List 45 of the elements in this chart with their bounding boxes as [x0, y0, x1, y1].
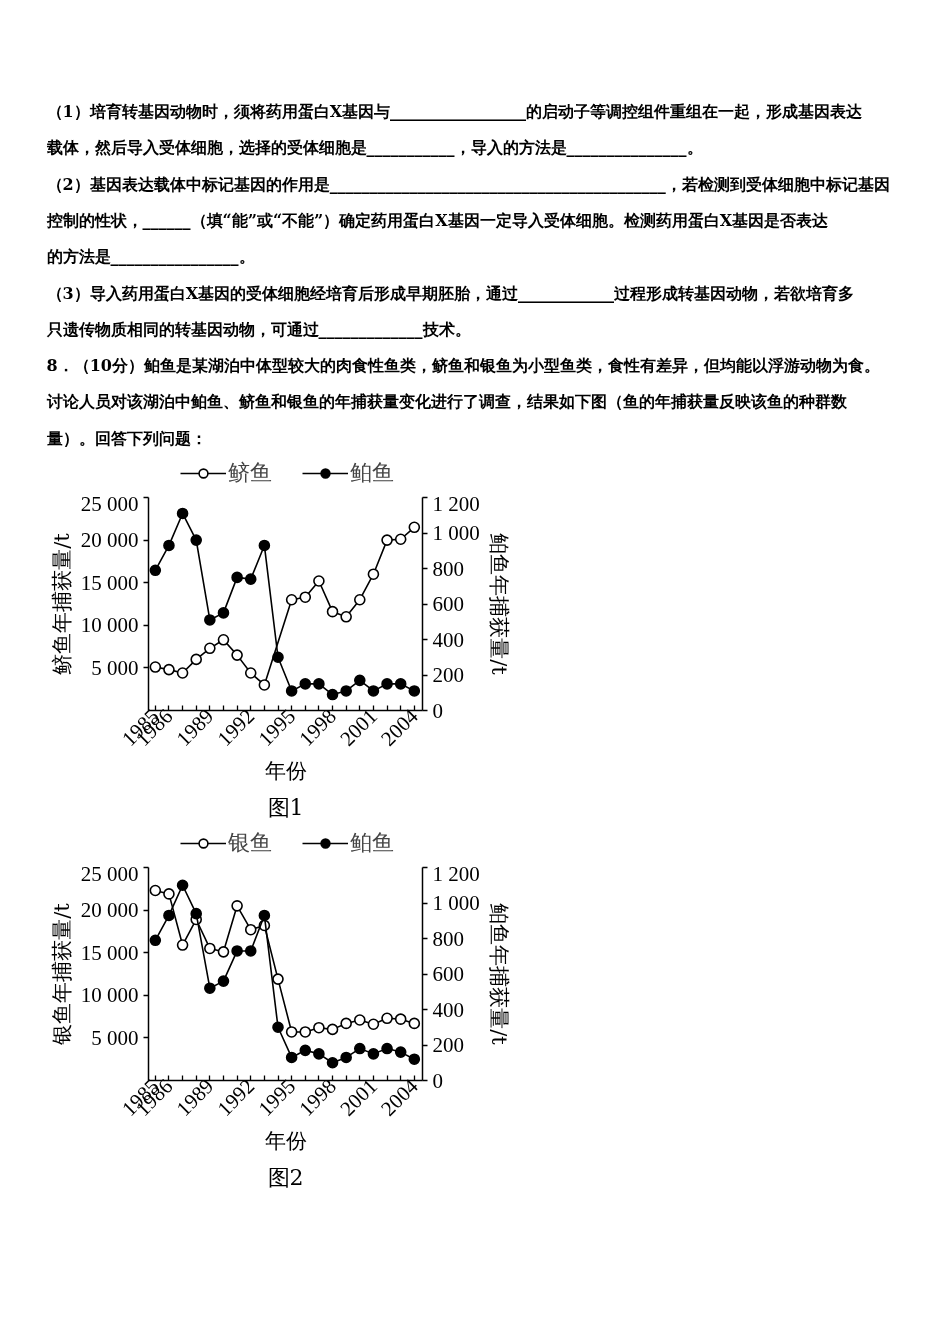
y-tick-label: 15 000	[80, 570, 139, 595]
y2-tick-label: 800	[432, 556, 464, 581]
y2-tick-label: 1 000	[432, 891, 480, 915]
y2-tick-label: 200	[432, 1033, 464, 1057]
text: （3）导入药用蛋白X基因的受体细胞经培育后形成早期胚胎，通过____________过程形成转基因动物，若欲培育多	[46, 283, 855, 303]
legend-label: 银鱼	[228, 829, 272, 857]
legend-label: 鲚鱼	[228, 459, 272, 487]
y-tick-label: 5 000	[91, 1025, 139, 1050]
y-tick-label: 10 000	[80, 983, 139, 1008]
legend-label: 鲌鱼	[350, 459, 394, 487]
y2-tick-label: 600	[432, 592, 464, 616]
y2-tick-label: 400	[432, 627, 464, 652]
x-axis-title: 年份	[264, 759, 307, 784]
legend-label: 鲌鱼	[350, 829, 394, 857]
y-tick-label: 10 000	[80, 613, 139, 638]
y2-tick-label: 600	[432, 962, 464, 986]
y-tick-label: 25 000	[80, 861, 139, 886]
text: 8．（10分）鲌鱼是某湖泊中体型较大的肉食性鱼类，鲚鱼和银鱼为小型鱼类，食性有差异，但均能以浮游动物为食。	[46, 356, 880, 376]
x-axis-title: 年份	[264, 1129, 307, 1154]
y-axis-title: 银鱼年捕获量/t	[49, 902, 74, 1046]
text: 控制的性状，______（填“能”或“不能”）确定药用蛋白X基因一定导入受体细胞。检测药用蛋白X基因是否表达	[45, 210, 830, 230]
y-tick-label: 5 000	[91, 655, 139, 680]
text: 图2	[267, 1164, 304, 1190]
text: 图1	[267, 794, 304, 820]
y2-tick-label: 1 200	[432, 861, 480, 886]
text: 只遗传物质相同的转基因动物，可通过_____________技术。	[45, 319, 471, 339]
y2-tick-label: 0	[432, 698, 443, 723]
y-tick-label: 25 000	[80, 491, 139, 516]
y-axis-title: 鲚鱼年捕获量/t	[49, 532, 74, 675]
y-tick-label: 20 000	[80, 898, 139, 923]
y2-axis-title: 鲌鱼年捕获量/t	[486, 903, 511, 1046]
y2-tick-label: 800	[432, 926, 464, 951]
y2-tick-label: 400	[432, 997, 464, 1022]
y-tick-label: 15 000	[80, 940, 139, 965]
text: 载体，然后导入受体细胞，选择的受体细胞是___________，导入的方法是_______________。	[45, 138, 703, 158]
y2-axis-title: 鲌鱼年捕获量/t	[486, 533, 511, 676]
y2-tick-label: 0	[432, 1068, 443, 1093]
text: 的方法是________________。	[46, 247, 255, 267]
text: （2）基因表达载体中标记基因的作用是__________________________________________，若检测到受体细胞中标记基因	[46, 174, 890, 194]
text: 量）。回答下列问题：	[45, 428, 207, 448]
y2-tick-label: 200	[432, 663, 464, 687]
text: 讨论人员对该湖泊中鲌鱼、鲚鱼和银鱼的年捕获量变化进行了调查，结果如下图（鱼的年捕获量反映该鱼的种群数	[45, 392, 848, 412]
y-tick-label: 20 000	[80, 528, 139, 553]
text: （1）培育转基因动物时，须将药用蛋白X基因与_________________的启动子等调控组件重组在一起，形成基因表达	[46, 102, 864, 121]
y2-tick-label: 1 200	[432, 491, 480, 516]
